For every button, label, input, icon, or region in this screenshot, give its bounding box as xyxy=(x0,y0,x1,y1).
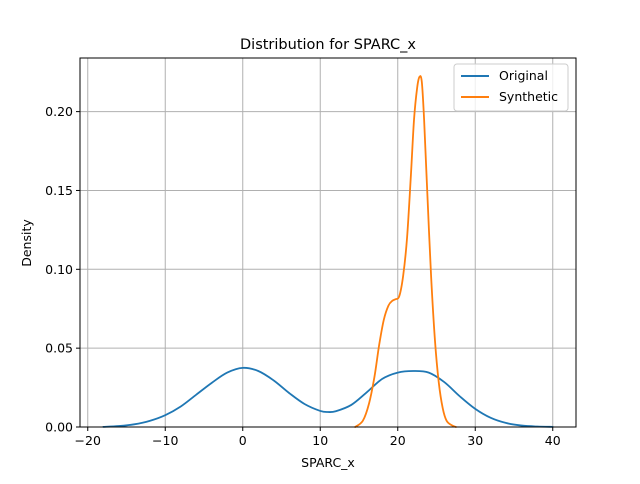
y-tick-label-3: 0.15 xyxy=(45,183,73,198)
x-tick-label-3: 10 xyxy=(312,433,328,448)
x-axis-label: SPARC_x xyxy=(301,455,355,470)
y-tick-label-2: 0.10 xyxy=(45,262,73,277)
series-line-original xyxy=(102,366,554,428)
x-tick-label-2: 0 xyxy=(239,433,247,448)
legend-label-synthetic: Synthetic xyxy=(499,89,558,104)
x-tick-label-6: 40 xyxy=(545,433,561,448)
series-line-synthetic xyxy=(354,75,457,428)
x-tick-label-4: 20 xyxy=(390,433,406,448)
plot-frame xyxy=(79,57,577,428)
y-tick-label-4: 0.20 xyxy=(45,104,73,119)
legend: Original Synthetic xyxy=(453,63,569,112)
x-tick-label-0: −20 xyxy=(75,433,101,448)
y-tick-label-0: 0.00 xyxy=(45,420,73,435)
chart-title: Distribution for SPARC_x xyxy=(240,37,416,53)
y-axis-label: Density xyxy=(19,219,34,267)
x-tick-label-5: 30 xyxy=(467,433,483,448)
axis-layer: −20 −10 0 10 20 30 40 0.00 0.05 0.10 0.15 0.20 xyxy=(45,104,561,448)
series-layer xyxy=(102,75,554,428)
legend-label-original: Original xyxy=(499,68,548,83)
x-tick-label-1: −10 xyxy=(152,433,178,448)
y-tick-label-1: 0.05 xyxy=(45,341,73,356)
